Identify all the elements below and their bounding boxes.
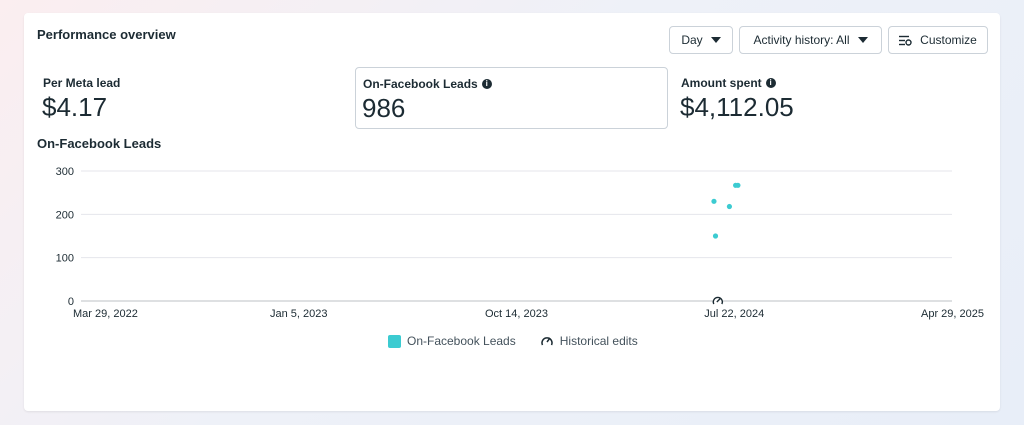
info-icon[interactable]: i [481,79,492,89]
y-tick-label: 100 [56,253,74,265]
chart-title: On-Facebook Leads [37,136,162,151]
metric-label: On-Facebook Leads [363,77,478,91]
caret-down-icon [857,37,868,43]
legend-label: Historical edits [559,334,638,348]
legend-item-leads[interactable]: On-Facebook Leads [388,334,516,348]
metric-amount-spent[interactable]: Amount spent i $4,112.05 [674,67,992,129]
caret-down-icon [710,37,721,43]
chart-legend: On-Facebook Leads Historical edits [388,334,638,348]
x-tick-label: Jan 5, 2023 [270,308,328,320]
metric-value: $4.17 [42,92,108,122]
data-point [726,203,733,210]
x-tick-label: Mar 29, 2022 [73,308,138,320]
activity-history-label: Activity history: All [753,33,850,47]
metric-value: $4,112.05 [680,92,794,122]
info-icon[interactable]: i [765,78,776,88]
edit-marker-needle [716,298,721,303]
customize-icon [899,35,912,46]
data-point [711,198,717,204]
y-tick-label: 0 [68,296,74,308]
y-tick-label: 300 [56,166,74,178]
legend-label: On-Facebook Leads [407,334,516,348]
page-title: Performance overview [37,27,176,42]
data-point [712,233,719,239]
historical-edit-icon [541,337,553,346]
legend-swatch [388,334,401,348]
performance-card: Performance overview Day Activity histor… [24,13,1000,411]
metric-on-facebook-leads[interactable]: On-Facebook Leads i 986 [355,67,668,129]
metric-per-meta-lead[interactable]: Per Meta lead $4.17 [36,67,354,129]
legend-item-edits[interactable]: Historical edits [540,334,638,348]
metric-value: 986 [362,93,406,123]
leads-scatter-chart: 0 100 200 300 Mar 29, 2022 Jan 5, 2023 Oct 14,… [56,166,984,320]
day-dropdown[interactable]: Day [669,26,733,54]
x-tick-label: Jul 22, 2024 [704,308,764,320]
data-point [735,182,741,188]
edit-marker-icon [712,296,724,305]
activity-history-dropdown[interactable]: Activity history: All [739,26,882,54]
x-tick-label: Apr 29, 2025 [921,308,984,320]
metric-label: Per Meta lead [43,76,121,90]
metric-label: Amount spent [681,76,762,90]
x-tick-label: Oct 14, 2023 [485,308,548,320]
customize-label: Customize [920,33,977,47]
day-dropdown-label: Day [681,33,703,47]
customize-button[interactable]: Customize [888,26,988,54]
y-tick-label: 200 [56,209,74,221]
